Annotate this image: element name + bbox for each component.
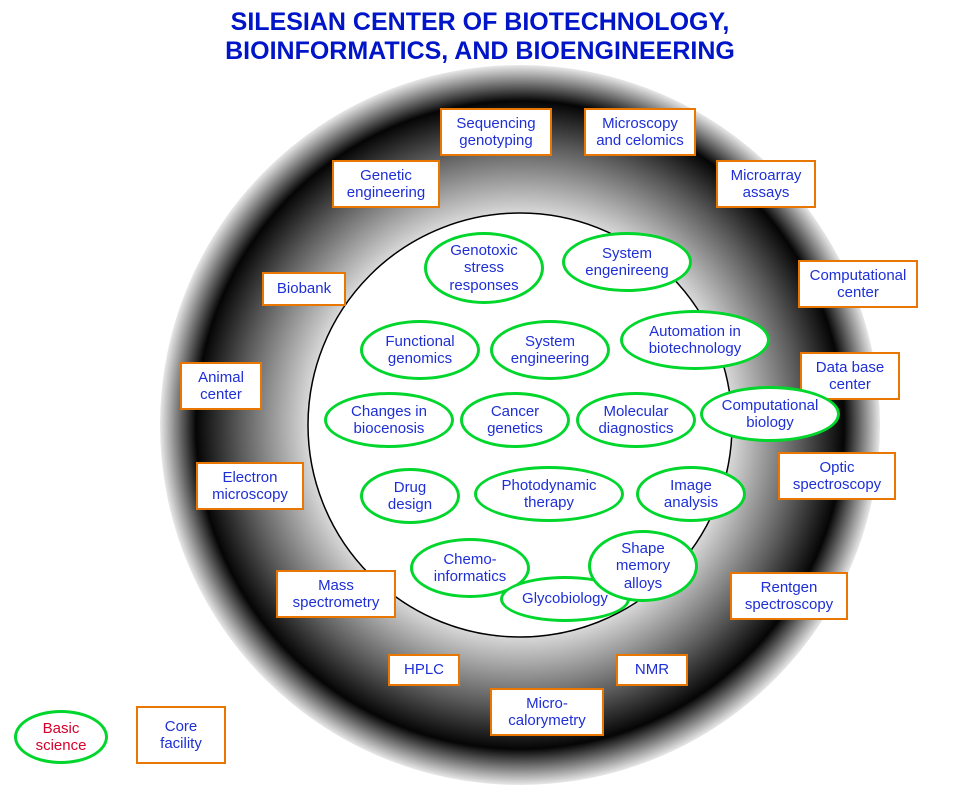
core-box-animal-center: Animalcenter [180,362,262,410]
science-ellipse-shape-mem: Shapememoryalloys [588,530,698,602]
page-title: SILESIAN CENTER OF BIOTECHNOLOGY, BIOINF… [0,8,960,66]
core-box-genetic-eng: Geneticengineering [332,160,440,208]
title-line1: SILESIAN CENTER OF BIOTECHNOLOGY, [0,8,960,37]
science-ellipse-biocenosis: Changes inbiocenosis [324,392,454,448]
core-box-mass-spec: Massspectrometry [276,570,396,618]
science-ellipse-cancer-gen: Cancergenetics [460,392,570,448]
core-box-biobank: Biobank [262,272,346,306]
science-ellipse-mol-diag: Moleculardiagnostics [576,392,696,448]
core-box-optic-spectro: Opticspectroscopy [778,452,896,500]
core-box-microcal: Micro-calorymetry [490,688,604,736]
diagram-stage: SILESIAN CENTER OF BIOTECHNOLOGY, BIOINF… [0,0,960,795]
science-ellipse-comp-bio: Computationalbiology [700,386,840,442]
core-box-nmr: NMR [616,654,688,686]
science-ellipse-system-eng: Systemengineering [490,320,610,380]
core-box-sequencing: Sequencinggenotyping [440,108,552,156]
core-box-microarray: Microarrayassays [716,160,816,208]
science-ellipse-drug-design: Drugdesign [360,468,460,524]
science-ellipse-functional-gen: Functionalgenomics [360,320,480,380]
science-ellipse-photodyn: Photodynamictherapy [474,466,624,522]
core-box-electron-micro: Electronmicroscopy [196,462,304,510]
title-line2: BIOINFORMATICS, AND BIOENGINEERING [0,37,960,66]
science-ellipse-genotoxic: Genotoxicstressresponses [424,232,544,304]
science-ellipse-system-eng-top: Systemengenireeng [562,232,692,292]
core-box-microscopy: Microscopyand celomics [584,108,696,156]
core-box-rentgen-spec: Rentgenspectroscopy [730,572,848,620]
science-ellipse-automation: Automation inbiotechnology [620,310,770,370]
core-box-hplc: HPLC [388,654,460,686]
core-box-comp-center: Computationalcenter [798,260,918,308]
legend-core-facility: Corefacility [136,706,226,764]
legend-basic-science: Basicscience [14,710,108,764]
science-ellipse-image-analysis: Imageanalysis [636,466,746,522]
